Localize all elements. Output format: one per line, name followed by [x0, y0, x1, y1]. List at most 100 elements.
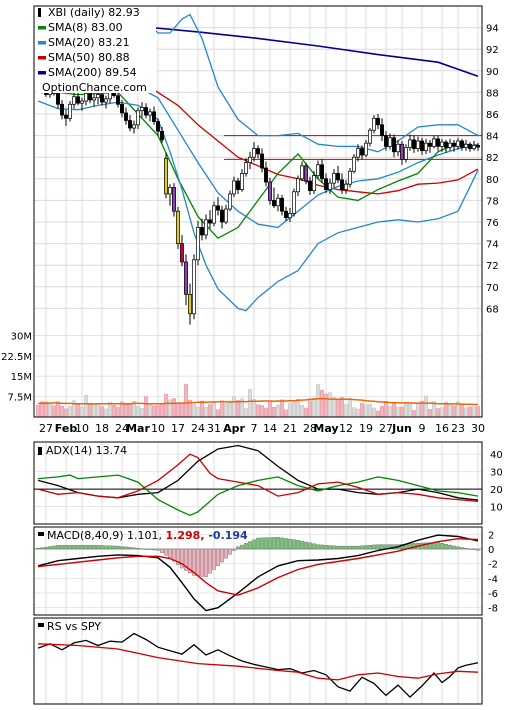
price-candle	[280, 197, 284, 212]
macd-histogram-bar	[452, 545, 456, 550]
macd-histogram-bar	[372, 544, 376, 550]
macd-histogram-bar	[296, 540, 300, 550]
macd-histogram-bar	[124, 546, 128, 550]
price-candle	[184, 261, 188, 295]
macd-histogram-bar	[92, 545, 96, 550]
macd-histogram-bar	[60, 545, 64, 550]
macd-histogram-bar	[304, 541, 308, 550]
volume-bar	[472, 406, 476, 418]
volume-bar	[172, 398, 176, 418]
legend-line-swatch	[38, 26, 46, 30]
price-candle	[284, 210, 288, 219]
legend-line-swatch	[38, 41, 46, 45]
macd-histogram-bar	[276, 537, 280, 550]
legend-layer: XBI (daily) 82.93 SMA(8) 83.00 SMA(20) 83.…	[36, 6, 248, 633]
price-candle	[264, 167, 268, 183]
price-candle	[392, 137, 396, 153]
volume-bar	[308, 400, 312, 418]
macd-tick-label: 2	[488, 530, 494, 541]
price-candle	[380, 124, 384, 136]
macd-histogram-bar	[236, 546, 240, 550]
price-candle	[332, 173, 336, 184]
rs-series-rs	[37, 632, 479, 699]
volume-bar	[288, 403, 292, 418]
macd-series-signal	[37, 537, 479, 596]
volume-bar	[252, 399, 256, 418]
price-candle	[324, 178, 328, 190]
macd-histogram-bar	[84, 545, 88, 550]
price-tick-label: 94	[486, 24, 499, 35]
volume-bar	[464, 407, 468, 418]
date-tick-label: 17	[171, 422, 185, 435]
price-candle	[364, 142, 368, 156]
volume-bar	[220, 400, 224, 418]
volume-bar	[316, 384, 320, 418]
macd-histogram-bar	[196, 548, 200, 577]
price-candle	[188, 294, 192, 315]
date-tick-label: 9	[419, 422, 426, 435]
macd-legend-label: MACD(8,40,9) 1.101, 1.298, -0.194	[47, 529, 248, 542]
macd-histogram-bar	[216, 548, 220, 567]
date-tick-label: 18	[95, 422, 109, 435]
volume-bar	[160, 403, 164, 418]
macd-histogram-bar	[132, 547, 136, 550]
macd-histogram-bar	[408, 543, 412, 550]
price-legend-box	[36, 7, 156, 93]
volume-bar	[372, 407, 376, 418]
macd-histogram-bar	[360, 545, 364, 550]
price-candle	[252, 148, 256, 158]
price-candle	[452, 142, 456, 147]
macd-histogram-bar	[308, 542, 312, 550]
price-candle	[68, 103, 72, 119]
macd-histogram-bar	[444, 544, 448, 550]
date-tick-label: Mar	[126, 422, 150, 435]
volume-bar	[412, 410, 416, 418]
macd-histogram-bar	[120, 546, 124, 550]
volume-bar	[320, 389, 324, 418]
price-candle	[88, 93, 92, 101]
macd-legend-signal: 1.298,	[166, 529, 209, 542]
date-tick-label: Jun	[391, 422, 412, 435]
price-candle	[132, 124, 136, 129]
price-legend-entry: SMA(8) 83.00	[48, 21, 123, 34]
price-tick-label: 86	[486, 110, 499, 121]
macd-histogram-bar	[156, 548, 160, 551]
price-candle	[412, 139, 416, 149]
macd-histogram-bar	[468, 548, 472, 550]
macd-histogram-bar	[76, 545, 80, 550]
macd-histogram-bar	[376, 544, 380, 550]
volume-bar	[60, 405, 64, 418]
volume-bar	[312, 397, 316, 418]
price-legend-entry: XBI (daily) 82.93	[48, 6, 140, 19]
price-candle	[316, 164, 320, 176]
volume-bar	[144, 396, 148, 418]
volume-bar	[128, 403, 132, 418]
price-candle	[256, 148, 260, 155]
price-candle	[308, 180, 312, 192]
volume-bar	[152, 405, 156, 418]
date-tick-label: 10	[75, 422, 89, 435]
macd-histogram-bar	[96, 545, 100, 550]
macd-legend-value: MACD(8,40,9) 1.101,	[47, 529, 166, 542]
adx-legend-label: ADX(14) 13.74	[46, 444, 127, 457]
price-candle	[436, 138, 440, 147]
volume-bar	[360, 403, 364, 418]
macd-histogram-bar	[348, 545, 352, 550]
volume-bar	[116, 407, 120, 418]
volume-bar	[272, 406, 276, 418]
adx-tick-label: 20	[490, 485, 503, 496]
volume-bar	[452, 405, 456, 418]
rs-frame	[33, 617, 483, 705]
volume-bar	[264, 407, 268, 418]
date-tick-label: 21	[283, 422, 297, 435]
volume-bar	[80, 406, 84, 418]
volume-bar	[444, 402, 448, 418]
volume-bar	[276, 404, 280, 418]
macd-histogram-bar	[356, 545, 360, 550]
macd-histogram-bar	[264, 537, 268, 550]
panel-frames	[33, 5, 483, 705]
price-candle	[140, 107, 144, 112]
adx-tick-label: 40	[490, 450, 503, 461]
